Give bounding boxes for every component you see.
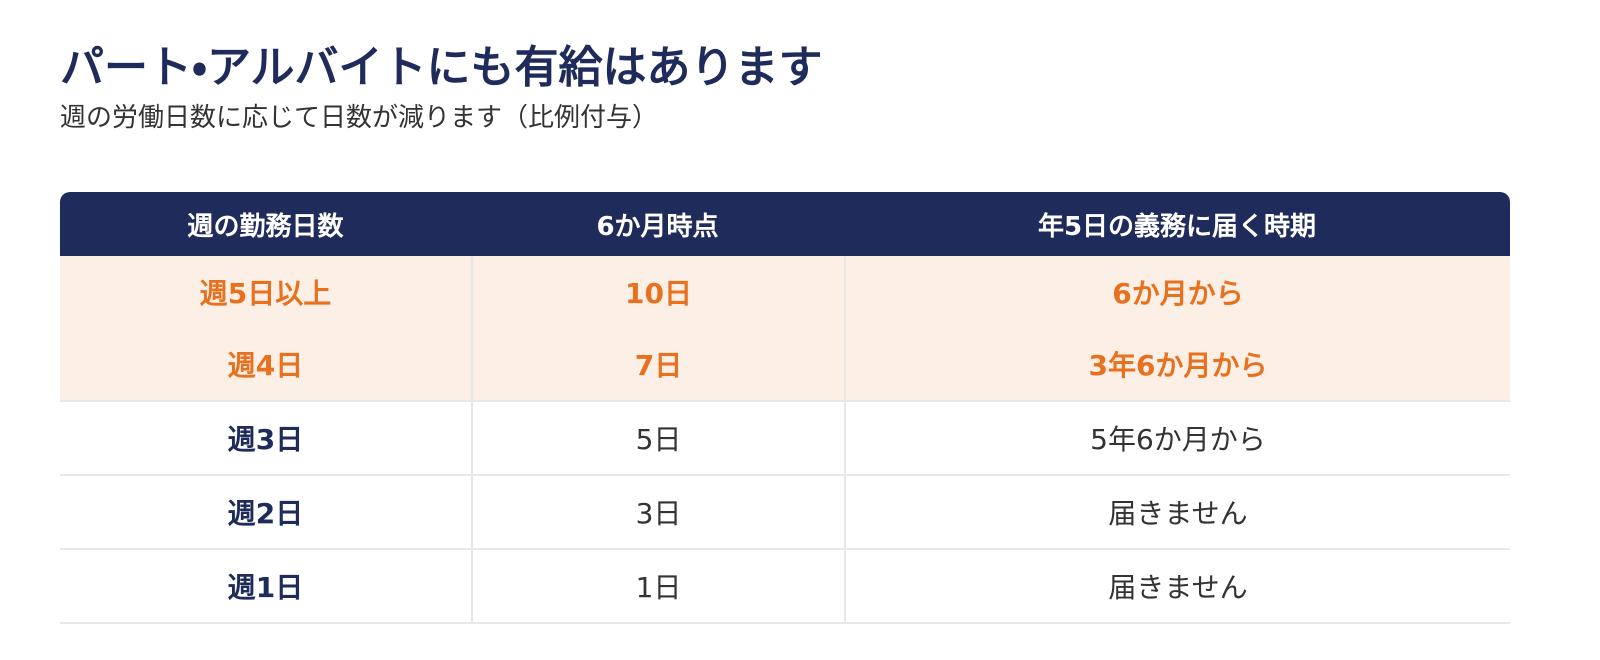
title: パート・アルバイトにも有給はあります (60, 42, 823, 93)
table: 週の勤務日数 6か月時点 年5日の義務に届く時期 週5日以上 10日 6か月から 週4日 7… (60, 192, 1510, 624)
table-cell: 3日 (471, 476, 844, 550)
table-cell: 届きません (844, 550, 1510, 624)
table-cell: 週4日 (60, 328, 471, 402)
subtitle: 週の労働日数に応じて日数が減ります（比例付与） (60, 103, 659, 133)
table-cell: 3年6か月から (844, 328, 1510, 402)
table-row: 週4日 7日 3年6か月から (60, 328, 1510, 402)
table-row: 週2日 3日 届きません (60, 476, 1510, 550)
table-row: 週1日 1日 届きません (60, 550, 1510, 624)
table-cell: 週3日 (60, 402, 471, 476)
table-cell: 5日 (471, 402, 844, 476)
table-row: 週3日 5日 5年6か月から (60, 402, 1510, 476)
table-body: 週5日以上 10日 6か月から 週4日 7日 3年6か月から 週3日 5日 5年6か月から 週2日… (60, 256, 1510, 624)
table-head: 週の勤務日数 6か月時点 年5日の義務に届く時期 (60, 192, 1510, 256)
table-cell: 週2日 (60, 476, 471, 550)
column-header: 週の勤務日数 (60, 192, 471, 256)
table-cell: 7日 (471, 328, 844, 402)
table-row: 週5日以上 10日 6か月から (60, 256, 1510, 328)
column-header: 6か月時点 (471, 192, 844, 256)
table-cell: 週1日 (60, 550, 471, 624)
table-cell: 1日 (471, 550, 844, 624)
table-cell: 6か月から (844, 256, 1510, 328)
table-cell: 週5日以上 (60, 256, 471, 328)
column-header: 年5日の義務に届く時期 (844, 192, 1510, 256)
table-cell: 届きません (844, 476, 1510, 550)
table-cell: 5年6か月から (844, 402, 1510, 476)
table-cell: 10日 (471, 256, 844, 328)
header-row: 週の勤務日数 6か月時点 年5日の義務に届く時期 (60, 192, 1510, 256)
